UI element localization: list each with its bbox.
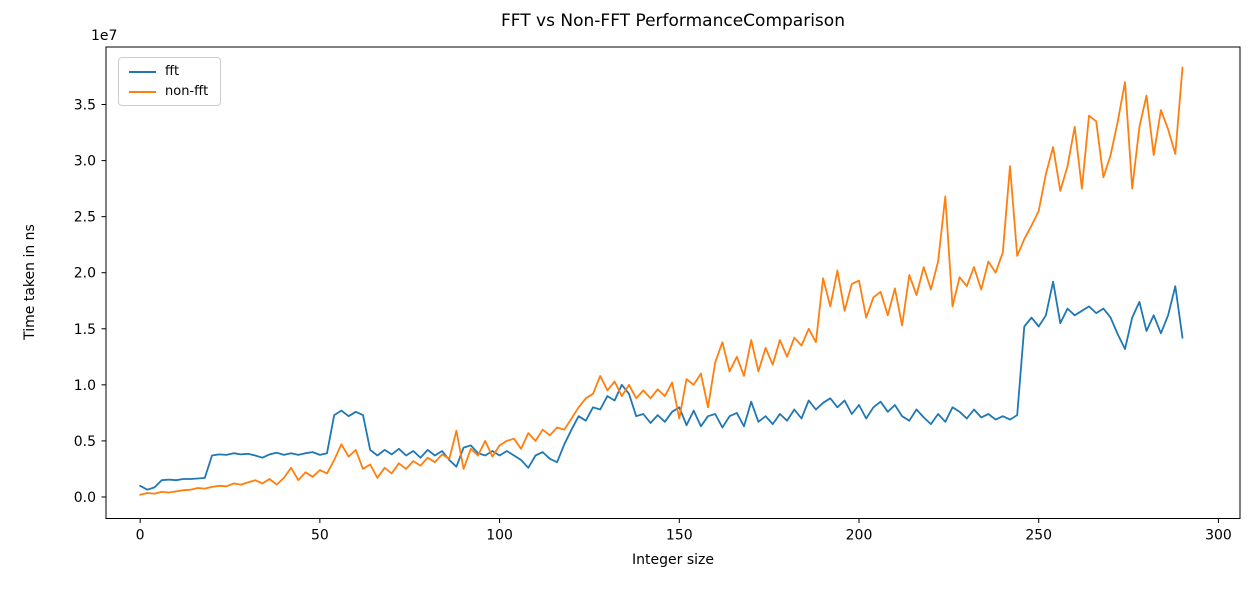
series-line-fft <box>139 280 1184 491</box>
y-tick-label: 1.0 <box>74 378 96 394</box>
y-axis-label: Time taken in ns <box>22 224 38 340</box>
x-tick-label: 0 <box>136 528 145 544</box>
y-tick-label: 0.0 <box>74 490 96 506</box>
x-tick-label: 200 <box>846 528 873 544</box>
legend-item-non-fft: non-fft <box>129 85 208 98</box>
x-tick-label: 100 <box>486 528 513 544</box>
x-tick-label: 300 <box>1205 528 1232 544</box>
x-tick-label: 50 <box>311 528 329 544</box>
x-tick-label: 250 <box>1025 528 1052 544</box>
y-axis-offset-text: 1e7 <box>91 28 118 44</box>
y-tick-label: 3.5 <box>74 98 96 114</box>
y-tick-label: 2.0 <box>74 266 96 282</box>
x-tick-label: 150 <box>666 528 693 544</box>
legend: fft non-fft <box>118 57 222 106</box>
chart-title: FFT vs Non-FFT PerformanceComparison <box>501 11 845 31</box>
axes-spines <box>105 46 1241 519</box>
y-tick-label: 0.5 <box>74 434 96 450</box>
y-tick-label: 3.0 <box>74 154 96 170</box>
legend-line-swatch-fft <box>129 70 156 73</box>
legend-item-fft: fft <box>129 65 208 78</box>
legend-label: non-fft <box>165 84 209 99</box>
y-tick-label: 1.5 <box>74 322 96 338</box>
legend-label: fft <box>165 64 180 79</box>
x-axis-label: Integer size <box>632 552 714 568</box>
legend-line-swatch-non-fft <box>129 90 156 93</box>
series-line-non-fft <box>139 66 1184 496</box>
y-tick-label: 2.5 <box>74 210 96 226</box>
